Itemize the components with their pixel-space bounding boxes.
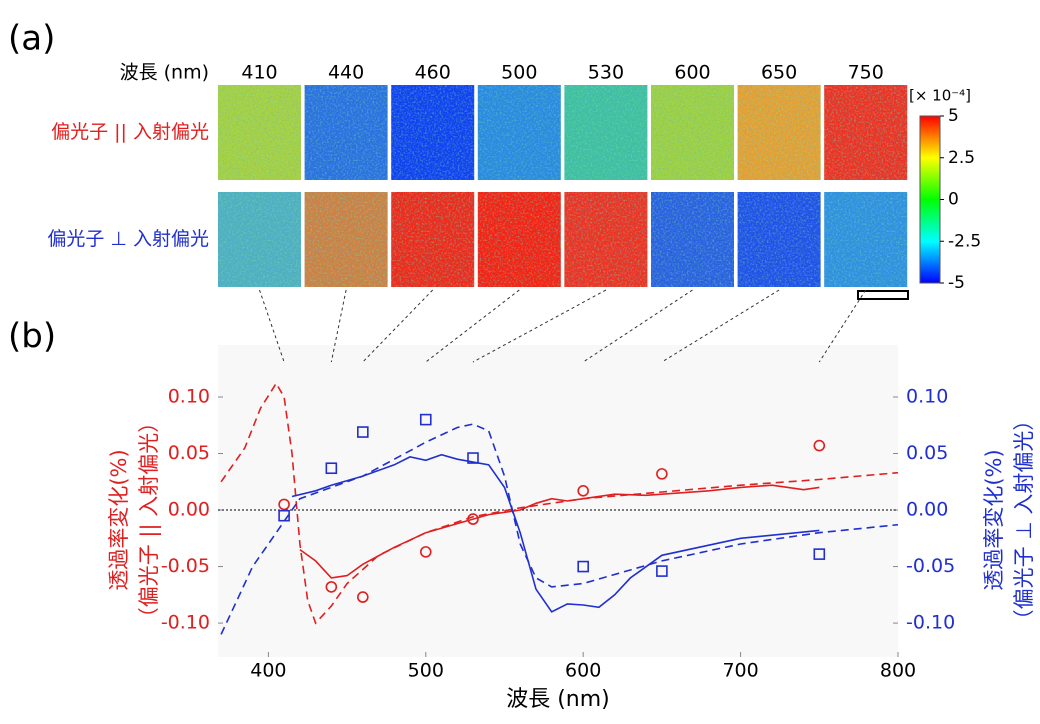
connector [330,289,347,363]
tile-noise [304,192,388,287]
wavelength-tick: 500 [501,62,537,84]
data-point [419,413,432,426]
x-tick-label: 400 [250,660,286,682]
y-tick-label: -0.05 [161,555,210,577]
tile-noise [564,192,648,287]
tile-noise [477,85,561,180]
data-point [656,565,668,577]
data-point [278,498,290,511]
y-axis-label: （偏光子 || 入射偏光） [137,412,162,629]
connector [362,289,434,363]
tile-noise [391,85,475,180]
y2-tick-label: 0.05 [906,442,948,464]
y-axis-label: 透過率変化(%) [107,449,131,590]
connector [582,289,693,363]
colorbar-tick-label: 5 [948,106,959,126]
y2-axis-label: 透過率変化(%) [982,449,1006,590]
tile-noise [564,85,648,180]
x-tick-label: 500 [408,660,444,682]
wavelength-tick: 650 [761,62,797,84]
panel-label: (b) [8,317,56,357]
wavelength-tick: 410 [241,62,277,84]
colorbar-tick-label: -2.5 [948,231,981,251]
y-tick-label: 0.00 [168,499,210,521]
x-tick-label: 700 [722,660,758,682]
wavelength-tick: 460 [415,62,451,84]
tile-noise [737,192,821,287]
data-line [220,423,898,635]
y-tick-label: -0.10 [161,612,210,634]
y2-axis-label: （偏光子 ⊥ 入射偏光） [1012,410,1036,631]
row-label: 偏光子 ⊥ 入射偏光 [47,228,209,250]
data-point [577,560,589,573]
data-point [325,581,338,593]
data-point [467,513,479,525]
data-point [419,546,432,558]
y2-tick-label: -0.10 [906,612,955,634]
plot-area [218,345,898,657]
connector [818,289,867,363]
colorbar-tick-label: 2.5 [948,148,975,168]
tile-noise [218,85,301,180]
tile-noise [824,192,908,287]
wavelength-tick: 750 [848,62,884,84]
wavelength-label: 波長 (nm) [120,62,209,84]
x-tick-label: 600 [565,660,601,682]
tile-noise [737,85,821,180]
data-point [357,426,369,438]
connector [661,289,780,363]
connector [425,289,520,363]
tile-noise [651,85,734,180]
y-tick-label: 0.10 [168,386,210,408]
row-label: 偏光子 || 入射偏光 [51,121,209,143]
wavelength-tick: 440 [328,62,364,84]
data-point [656,468,668,480]
scale-bar [857,290,909,300]
y2-tick-label: 0.10 [906,386,948,408]
data-line [299,484,820,579]
data-line [220,381,898,625]
data-line [291,453,820,613]
y2-tick-label: -0.05 [906,555,955,577]
connector [472,289,607,363]
data-point [278,509,290,522]
plot-layer [220,381,898,635]
data-point [357,591,369,603]
x-axis-label: 波長 (nm) [506,687,610,712]
colorbar-tick-label: -5 [948,273,965,293]
data-point [813,439,826,452]
x-tick-label: 800 [880,660,916,682]
colorbar [919,115,941,284]
tile-noise [218,192,301,287]
y2-tick-label: 0.00 [906,499,948,521]
tile-noise [304,85,388,180]
tile-noise [651,192,734,287]
panel-label: (a) [8,19,55,59]
data-point [577,485,589,497]
wavelength-tick: 530 [588,62,624,84]
y-tick-label: 0.05 [168,442,210,464]
tile-noise [391,192,475,287]
wavelength-tick: 600 [674,62,710,84]
data-point [813,548,826,560]
connector [259,289,285,363]
data-point [467,452,479,464]
colorbar-unit: [× 10⁻⁴] [909,87,971,105]
data-point [325,462,338,475]
tile-noise [477,192,561,287]
tile-noise [824,85,908,180]
colorbar-tick-label: 0 [948,190,959,210]
